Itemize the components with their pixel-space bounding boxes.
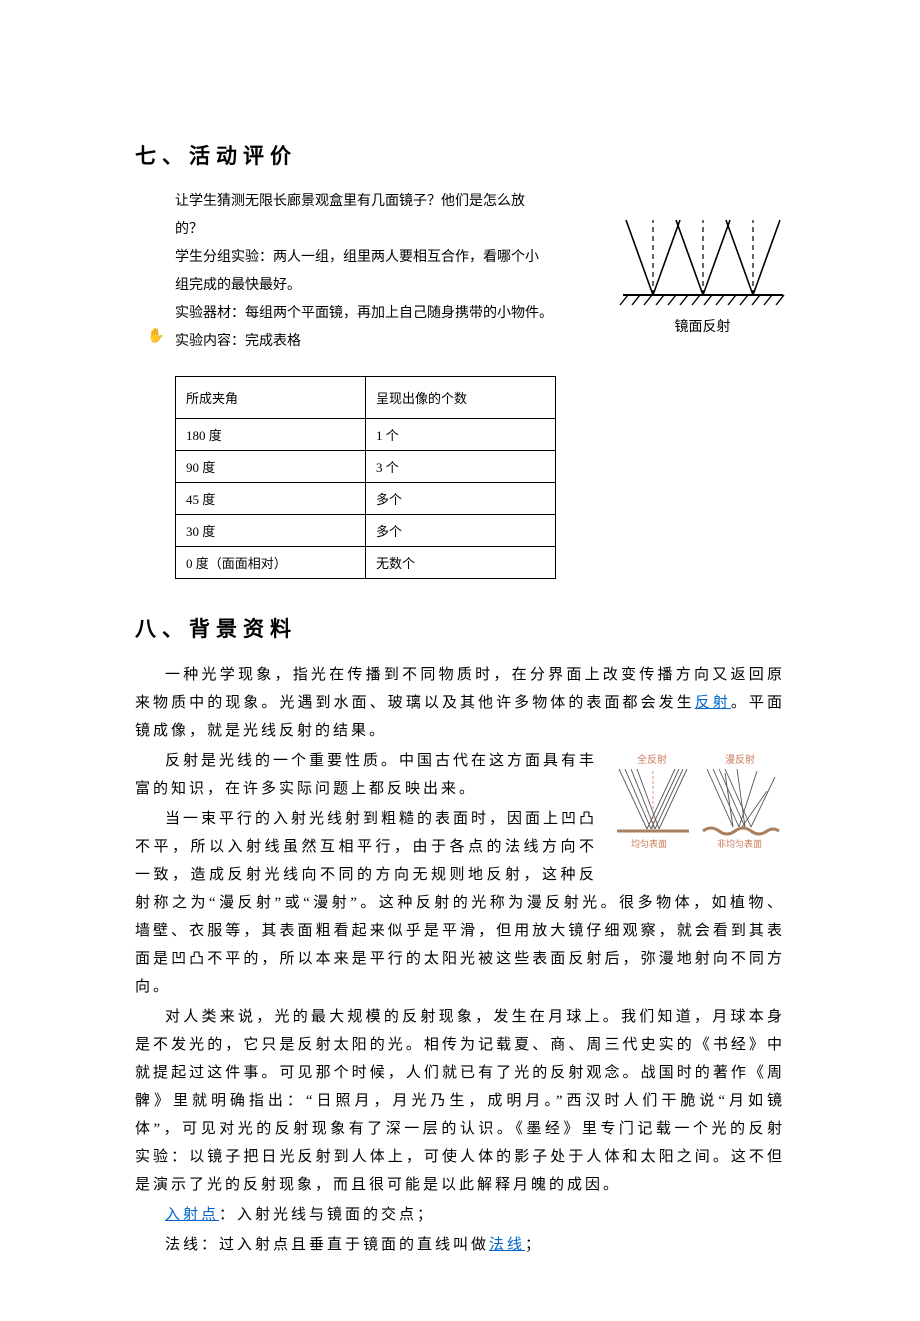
reflection-types-figure: 全反射 均匀表面 漫反射 非均匀表面: [607, 751, 785, 861]
section-7-intro: 让学生猜测无限长廊景观盒里有几面镜子？他们是怎么放 的？ 学生分组实验：两人一组…: [175, 188, 785, 356]
intro-line: 实验器材：每组两个平面镜，再加上自己随身携带的小物件。: [175, 300, 785, 328]
table-header: 所成夹角: [176, 377, 366, 419]
section-7-heading: 七、活动评价: [135, 140, 785, 170]
table-row: 0 度（面面相对）无数个: [176, 547, 556, 579]
paragraph: 对人类来说，光的最大规模的反射现象，发生在月球上。我们知道，月球本身是不发光的，…: [135, 1003, 785, 1199]
paragraph: 入射点：入射光线与镜面的交点；: [135, 1201, 785, 1229]
intro-line: 让学生猜测无限长廊景观盒里有几面镜子？他们是怎么放: [175, 188, 785, 216]
section-8-heading: 八、背景资料: [135, 613, 785, 643]
table-row: 45 度多个: [176, 483, 556, 515]
table-row: 30 度多个: [176, 515, 556, 547]
paragraph: 一种光学现象，指光在传播到不同物质时，在分界面上改变传播方向又返回原来物质中的现…: [135, 661, 785, 745]
fig-label-right: 漫反射: [725, 754, 755, 766]
text: 一种光学现象，指光在传播到不同物质时，在分界面上改变传播方向又返回原来物质中的现…: [135, 667, 785, 711]
angle-image-count-table: 所成夹角 呈现出像的个数 180 度1 个 90 度3 个 45 度多个 30 …: [175, 376, 556, 579]
paragraph: 法线：过入射点且垂直于镜面的直线叫做法线；: [135, 1231, 785, 1259]
text: 法线：过入射点且垂直于镜面的直线叫做: [165, 1237, 489, 1253]
intro-line: 实验内容：完成表格: [175, 328, 785, 356]
link-reflection[interactable]: 反射: [695, 695, 731, 711]
fig-label-left: 全反射: [637, 753, 667, 766]
text: ；: [525, 1237, 543, 1253]
hand-icon: ✋: [147, 328, 164, 345]
table-header-row: 所成夹角 呈现出像的个数: [176, 377, 556, 419]
text: ：入射光线与镜面的交点；: [219, 1207, 435, 1223]
fig-sublabel-right: 非均匀表面: [717, 838, 762, 849]
table-row: 90 度3 个: [176, 451, 556, 483]
table-row: 180 度1 个: [176, 419, 556, 451]
intro-line: 学生分组实验：两人一组，组里两人要相互合作，看哪个小: [175, 244, 785, 272]
table-header: 呈现出像的个数: [366, 377, 556, 419]
intro-line: 组完成的最快最好。: [175, 272, 785, 300]
fig-sublabel-left: 均匀表面: [631, 838, 667, 849]
link-incident-point[interactable]: 入射点: [165, 1207, 219, 1223]
link-normal-line[interactable]: 法线: [489, 1237, 525, 1253]
intro-line: 的？: [175, 216, 785, 244]
